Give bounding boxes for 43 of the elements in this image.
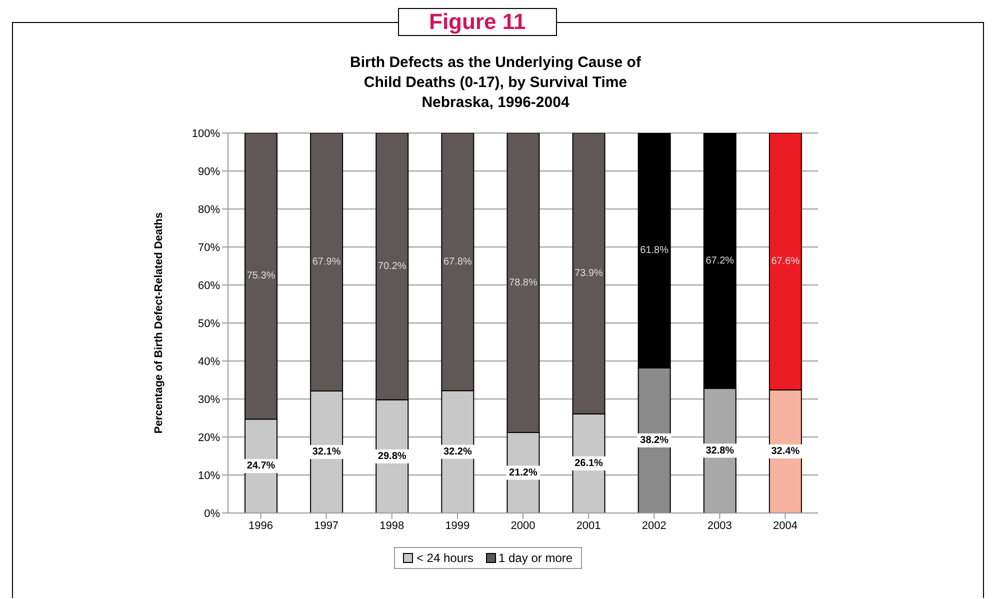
x-tick-label: 1999 (445, 520, 470, 532)
x-tick-label: 2000 (510, 520, 536, 532)
y-tick-label: 0% (204, 508, 220, 520)
data-label: 38.2% (640, 435, 669, 446)
data-label: 21.2% (509, 467, 538, 478)
data-label: 73.9% (574, 268, 604, 280)
data-label: 32.2% (443, 446, 472, 458)
data-label: 29.8% (378, 451, 406, 462)
x-tick-label: 2002 (642, 520, 666, 532)
legend-label: < 24 hours (415, 551, 474, 565)
x-tick-label: 1996 (248, 520, 274, 532)
y-tick-label: 50% (198, 318, 220, 330)
data-label: 67.6% (771, 256, 800, 268)
data-label: 32.1% (312, 446, 341, 458)
data-label: 70.2% (378, 261, 406, 272)
data-label: 24.7% (246, 460, 276, 472)
data-label: 75.3% (246, 270, 276, 282)
y-tick-label: 30% (198, 394, 220, 406)
x-tick-label: 2003 (707, 520, 732, 532)
x-tick-label: 2001 (576, 520, 601, 532)
x-tick-label: 2004 (772, 520, 798, 532)
chart-title: Birth Defects as the Underlying Cause of Child Deaths (0-17), by Survival Time Nebraska, 1996-2004 (349, 53, 642, 113)
data-label: 67.9% (312, 256, 341, 268)
x-tick-label: 1998 (380, 520, 404, 532)
data-label: 26.1% (574, 458, 604, 470)
data-label: 61.8% (640, 245, 669, 256)
y-tick-label: 70% (198, 242, 220, 254)
data-label: 67.2% (706, 255, 734, 266)
data-label: 32.4% (771, 446, 800, 458)
x-tick-label: 1997 (314, 520, 339, 532)
y-tick-label: 90% (198, 166, 220, 178)
data-label: 78.8% (509, 277, 538, 288)
y-axis-title: Percentage of Birth Defect-Related Deaths (152, 212, 165, 434)
data-label: 67.8% (443, 256, 472, 268)
legend-label: 1 day or more (498, 551, 573, 565)
y-tick-label: 20% (198, 432, 220, 444)
data-label: 32.8% (706, 445, 734, 456)
y-tick-label: 80% (198, 204, 220, 216)
y-tick-label: 10% (198, 470, 220, 482)
caption: Figure 11 (398, 8, 557, 36)
y-tick-label: 60% (198, 280, 220, 292)
y-tick-label: 100% (192, 128, 220, 140)
y-tick-label: 40% (198, 356, 220, 368)
